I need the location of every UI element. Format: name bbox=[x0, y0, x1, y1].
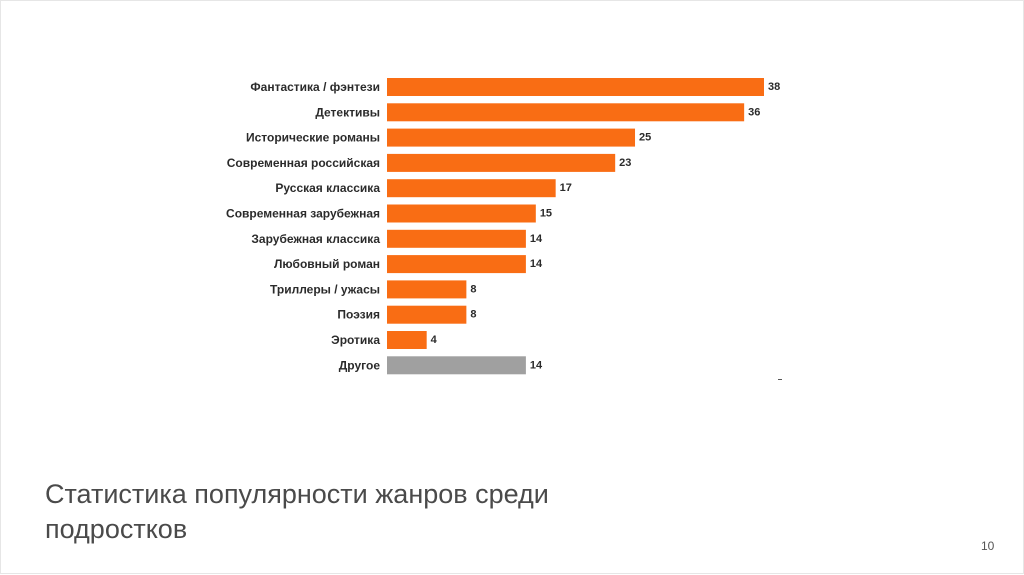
value-label: 36 bbox=[748, 106, 760, 118]
bar-row: Исторические романы 25 bbox=[246, 128, 651, 147]
category-label: Зарубежная классика bbox=[251, 232, 380, 246]
bar-row: Любовный роман 14 bbox=[274, 255, 543, 274]
category-label: Триллеры / ужасы bbox=[270, 282, 380, 296]
category-label: Русская классика bbox=[275, 181, 380, 195]
value-label: 8 bbox=[470, 309, 476, 321]
bar bbox=[387, 103, 745, 122]
value-label: 8 bbox=[470, 283, 476, 295]
category-label: Другое bbox=[339, 358, 381, 372]
value-label: 23 bbox=[619, 157, 631, 169]
value-label: 25 bbox=[639, 132, 651, 144]
category-label: Современная зарубежная bbox=[226, 207, 380, 221]
bar bbox=[387, 255, 526, 274]
slide-title: Статистика популярности жанров среди под… bbox=[45, 479, 549, 544]
category-label: Фантастика / фэнтези bbox=[250, 80, 380, 94]
bar-row: Эротика 4 bbox=[331, 331, 438, 349]
bar-row: Триллеры / ужасы 8 bbox=[270, 280, 476, 299]
bar bbox=[387, 204, 536, 223]
value-label: 17 bbox=[560, 182, 572, 194]
value-label: 14 bbox=[530, 258, 543, 270]
bar-row: Поэзия 8 bbox=[337, 305, 476, 324]
bar-row: Зарубежная классика 14 bbox=[251, 229, 543, 248]
bar bbox=[387, 128, 636, 147]
bar bbox=[387, 179, 556, 198]
value-label: 14 bbox=[530, 233, 543, 245]
value-label: 14 bbox=[530, 359, 543, 371]
value-label: 4 bbox=[431, 334, 438, 346]
bar bbox=[387, 78, 764, 96]
category-label: Любовный роман bbox=[274, 257, 380, 271]
bar bbox=[387, 153, 616, 172]
bar-row: Русская классика 17 bbox=[275, 179, 572, 198]
bar bbox=[387, 331, 427, 349]
category-label: Детективы bbox=[315, 105, 380, 119]
chart-corner-mark bbox=[778, 379, 782, 380]
bar bbox=[387, 356, 526, 375]
bar bbox=[387, 305, 467, 324]
bar-row: Другое 14 bbox=[339, 356, 543, 375]
category-label: Исторические романы bbox=[246, 131, 380, 145]
category-label: Поэзия bbox=[337, 308, 380, 322]
bar-row: Современная российская 23 bbox=[227, 153, 631, 172]
category-label: Современная российская bbox=[227, 156, 380, 170]
bar-row: Детективы 36 bbox=[315, 103, 760, 122]
bar-row: Фантастика / фэнтези 38 bbox=[250, 78, 780, 96]
value-label: 15 bbox=[540, 208, 552, 220]
category-label: Эротика bbox=[331, 333, 380, 347]
bar-row: Современная зарубежная 15 bbox=[226, 204, 552, 223]
page-number: 10 bbox=[981, 539, 995, 553]
value-label: 38 bbox=[768, 81, 780, 93]
bar bbox=[387, 229, 526, 248]
bar bbox=[387, 280, 467, 299]
